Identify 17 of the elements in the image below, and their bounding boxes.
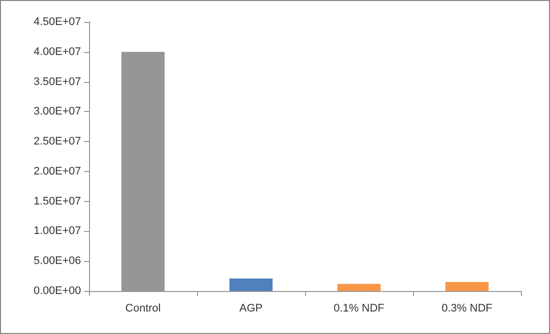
- bar: [337, 284, 381, 291]
- y-tick-label: 5.00E+06: [34, 255, 81, 268]
- x-tick-label: 0.1% NDF: [334, 302, 385, 314]
- bar: [229, 278, 273, 291]
- y-tick-label: 1.50E+07: [34, 195, 81, 208]
- y-tick-label: 2.00E+07: [34, 165, 81, 178]
- y-tick-label: 4.50E+07: [34, 16, 81, 28]
- x-tick-label: Control: [125, 302, 161, 314]
- y-tick-label: 0.00E+00: [34, 285, 81, 297]
- y-tick-label: 3.00E+07: [34, 106, 81, 118]
- y-tick-label: 3.50E+07: [34, 76, 81, 88]
- x-tick-label: 0.3% NDF: [442, 302, 493, 314]
- x-tick-label: AGP: [239, 302, 263, 314]
- y-tick-label: 2.50E+07: [34, 136, 81, 148]
- y-tick-label: 1.00E+07: [34, 225, 81, 238]
- bar: [445, 282, 489, 291]
- y-tick-label: 4.00E+07: [34, 46, 81, 58]
